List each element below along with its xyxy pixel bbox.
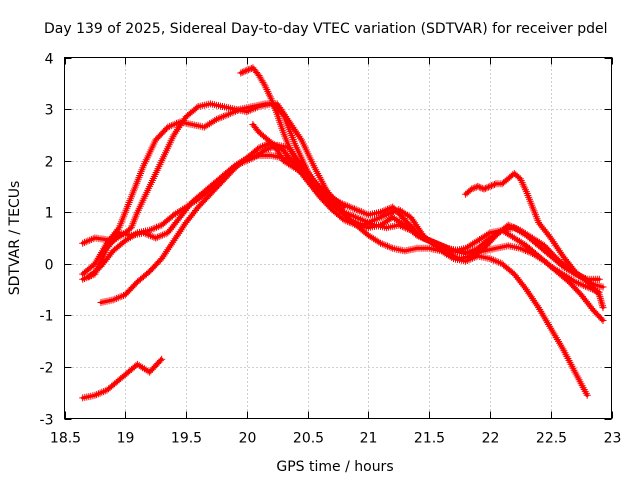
series-markers	[79, 100, 607, 291]
x-tick-label: 18.5	[50, 431, 81, 447]
x-axis: 18.5 19 19.5 20 20.5 21 21.5 22 22.5 23	[50, 57, 622, 447]
x-tick-label: 22	[482, 431, 500, 447]
x-axis-label: GPS time / hours	[276, 459, 393, 475]
series-markers	[79, 355, 166, 402]
y-tick-label: -1	[40, 309, 54, 325]
series-markers	[462, 170, 607, 312]
series-markers	[249, 121, 348, 211]
chart-title: Day 139 of 2025, Sidereal Day-to-day VTE…	[44, 21, 608, 37]
plot-frame	[64, 57, 612, 419]
series-track-1	[79, 355, 166, 402]
x-tick-label: 20.5	[293, 431, 324, 447]
y-tick-label: 4	[45, 52, 54, 68]
y-tick-label: 3	[45, 103, 54, 119]
x-tick-label: 23	[604, 431, 622, 447]
y-axis: -3 -2 -1 0 1 2 3 4	[40, 52, 612, 429]
x-tick-label: 19	[117, 431, 135, 447]
series-track-9	[462, 170, 607, 312]
x-tick-label: 19.5	[171, 431, 202, 447]
x-tick-label: 21.5	[414, 431, 445, 447]
x-tick-label: 21	[360, 431, 378, 447]
series-layer	[79, 64, 607, 402]
y-axis-label: SDTVAR / TECUs	[7, 181, 23, 296]
series-track-8	[249, 121, 348, 211]
x-tick-label: 22.5	[536, 431, 567, 447]
x-tick-label: 20	[239, 431, 257, 447]
y-tick-label: -2	[40, 361, 54, 377]
y-tick-label: 0	[45, 258, 54, 274]
y-tick-label: 1	[45, 206, 54, 222]
y-tick-label: -3	[40, 413, 54, 429]
series-line	[81, 102, 589, 397]
y-tick-label: 2	[45, 155, 54, 171]
